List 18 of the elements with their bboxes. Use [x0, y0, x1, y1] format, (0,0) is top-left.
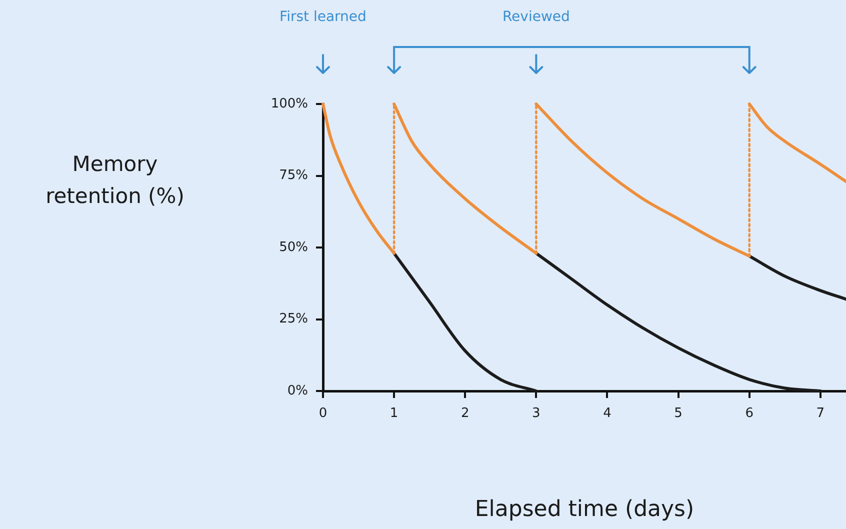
x-tick-label: 4 — [603, 406, 612, 422]
y-tick-label: 50% — [279, 240, 308, 255]
x-tick-label: 0 — [318, 406, 328, 422]
y-tick-label: 0% — [287, 383, 308, 398]
text: First learned — [280, 9, 366, 25]
x-tick-label: 7 — [816, 406, 825, 422]
x-tick-label: 3 — [532, 406, 540, 422]
x-tick-label: 5 — [674, 406, 682, 422]
x-axis-title: Elapsed time (days) — [474, 497, 696, 522]
x-tick-label: 6 — [745, 406, 754, 422]
text: Reviewed — [502, 9, 570, 25]
x-tick-label: 2 — [460, 406, 470, 422]
y-tick-label: 75% — [279, 168, 308, 184]
y-axis-title: Memory retention (%) — [44, 151, 186, 210]
x-tick-label: 1 — [390, 406, 398, 422]
y-tick-label: 25% — [279, 312, 308, 327]
y-tick-label: 100% — [270, 96, 308, 112]
line-series — [748, 254, 846, 301]
